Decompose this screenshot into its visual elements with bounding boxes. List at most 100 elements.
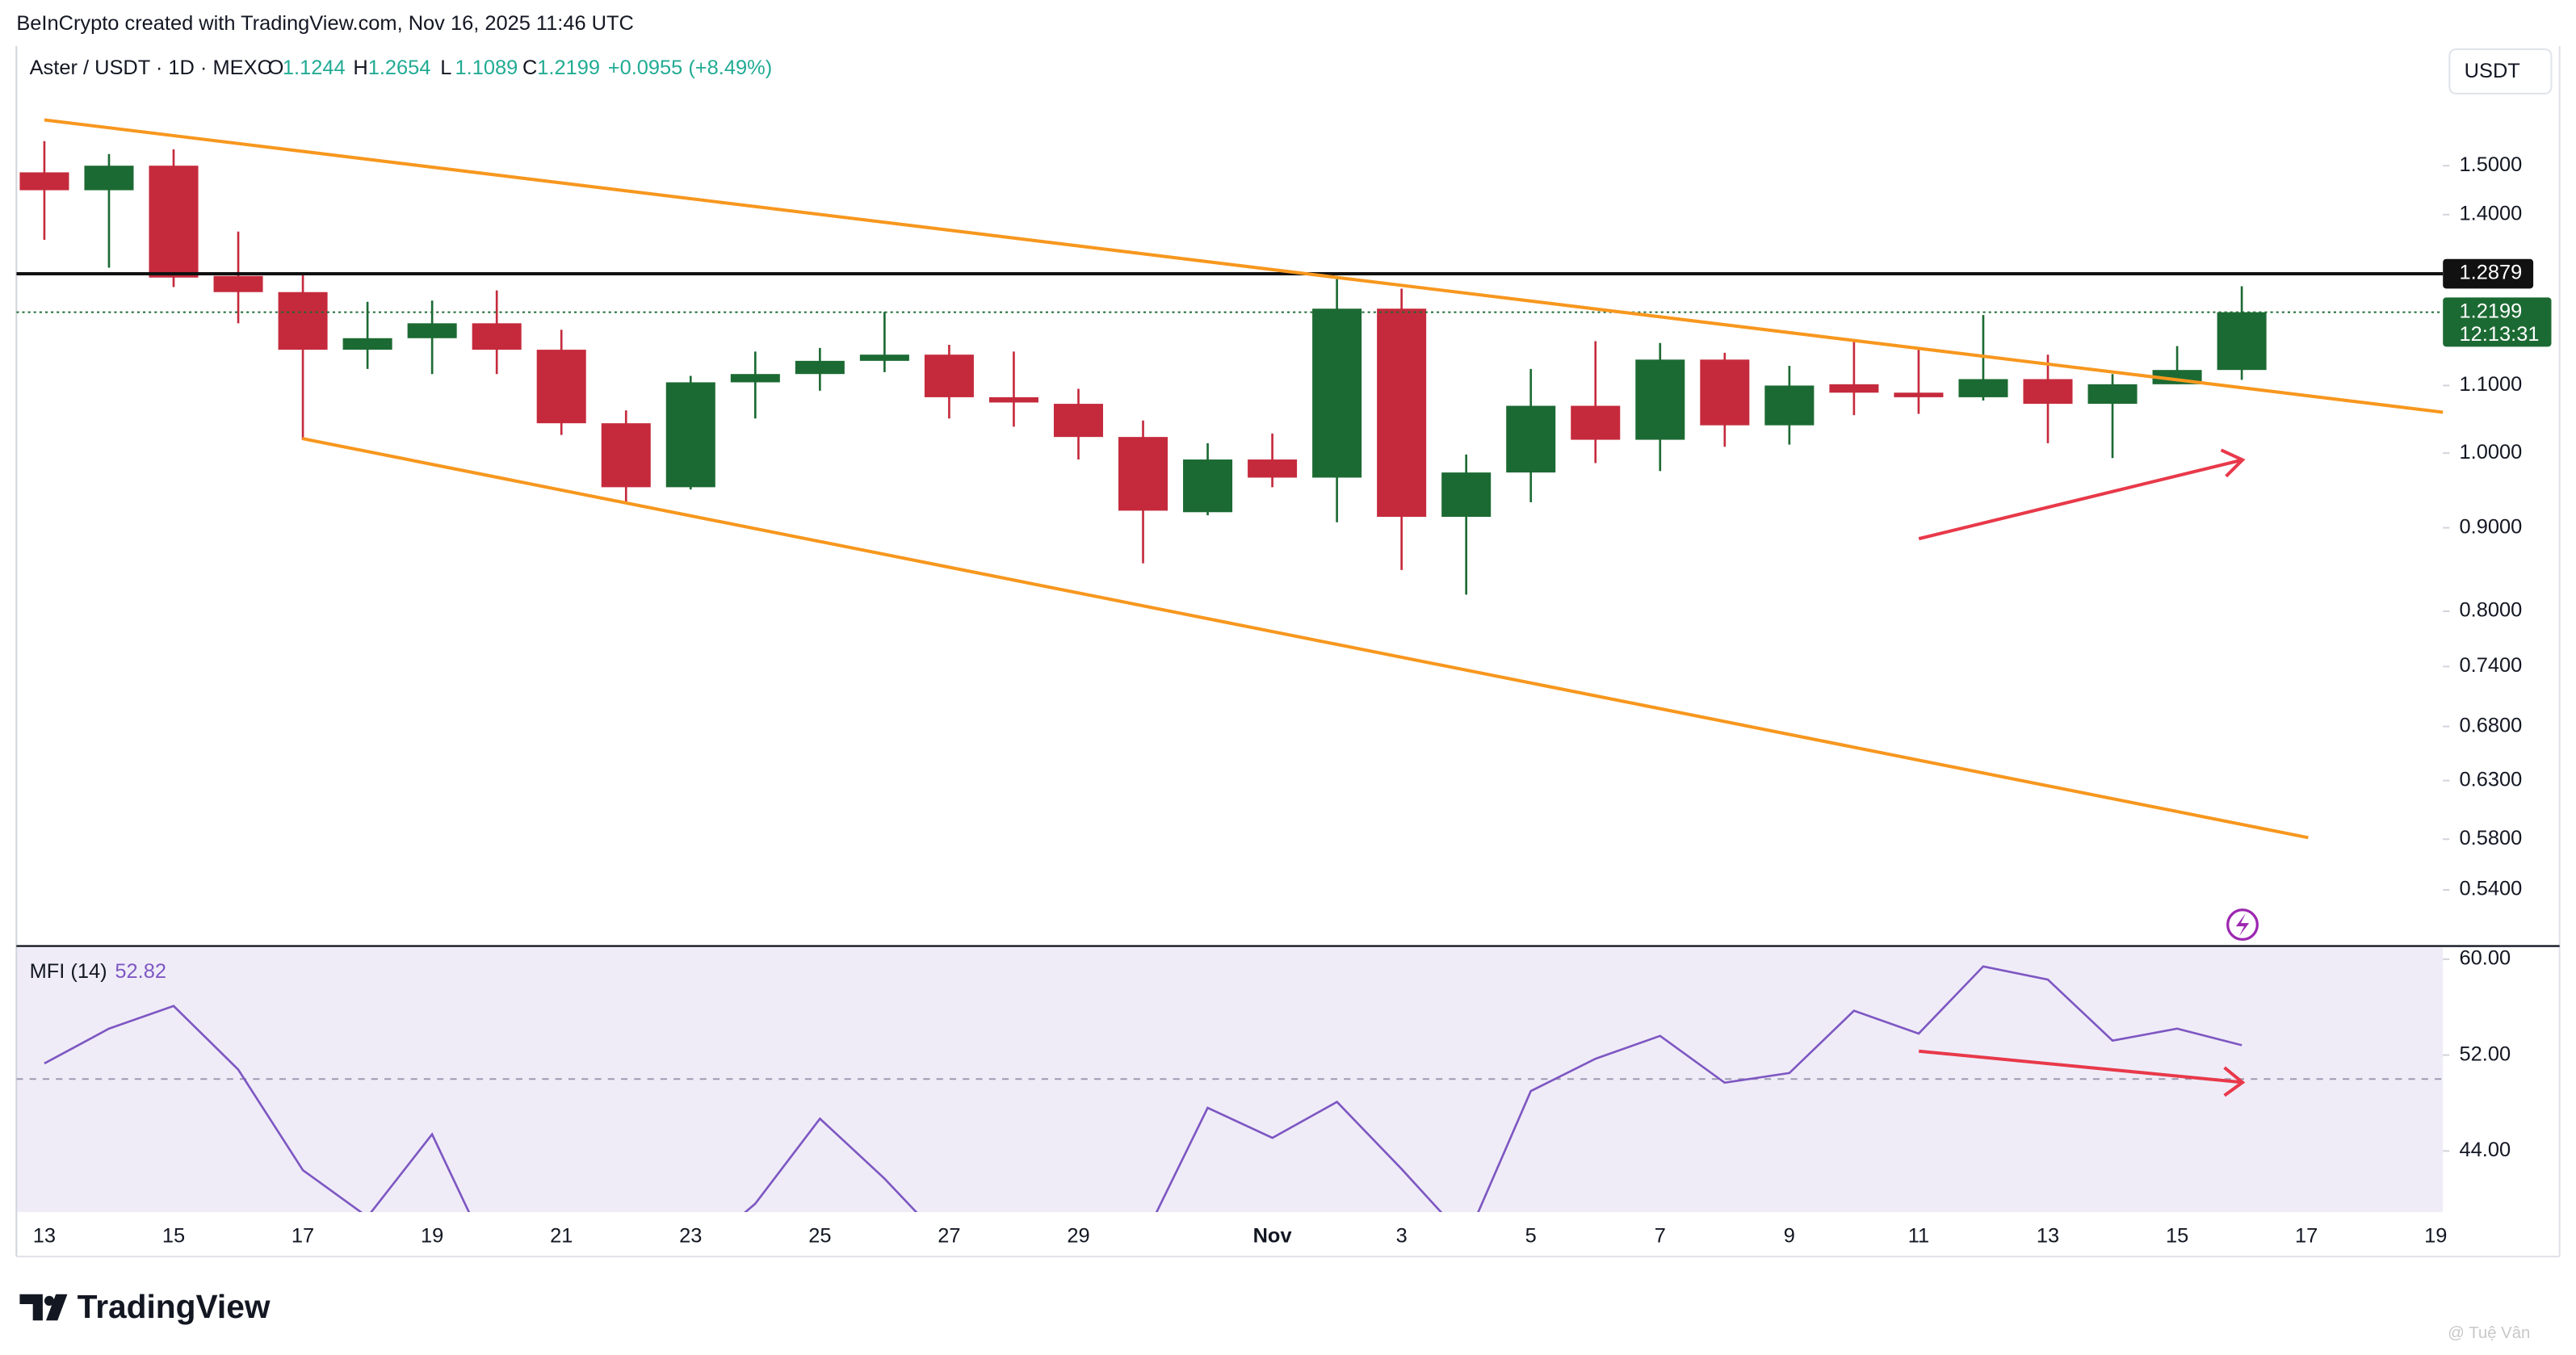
candle-body (988, 396, 1038, 403)
candle-body (1635, 359, 1685, 440)
trendline (44, 118, 2444, 414)
watermark: @ Tuệ Vân (2448, 1324, 2530, 1342)
candle-body (1441, 472, 1491, 518)
x-tick-label: 5 (1525, 1224, 1537, 1247)
y-tick-label: 0.7400 (2460, 654, 2523, 677)
candle-body (407, 323, 457, 338)
candle-body (924, 354, 974, 397)
candle-body (84, 166, 134, 191)
candle-body (1312, 308, 1362, 478)
candle-body (1764, 385, 1815, 426)
candle-body (472, 323, 522, 350)
price-pane (16, 141, 2444, 595)
brand: TradingView (78, 1288, 271, 1325)
mfi-plot (16, 965, 2444, 1213)
candle-body (1700, 359, 1750, 426)
candle-body (536, 350, 586, 424)
ohlc-letter: C (522, 57, 537, 79)
ohlc-value: 1.2654 (368, 57, 431, 79)
candle-body (278, 292, 328, 350)
x-tick-label: 3 (1396, 1224, 1408, 1247)
candle-body (1506, 405, 1556, 473)
x-tick-label: 19 (2424, 1224, 2447, 1247)
y-tick-label: 1.5000 (2460, 153, 2523, 176)
candle-body (149, 166, 199, 278)
candle-body (1829, 384, 1879, 393)
y-tick-label: 0.9000 (2460, 515, 2523, 538)
arrow (1918, 448, 2246, 541)
candle-body (795, 360, 845, 375)
mfi-pane (16, 947, 2444, 1213)
candle-body (1118, 437, 1168, 511)
x-tick-label: 29 (1067, 1224, 1089, 1247)
x-tick-label: 23 (679, 1224, 702, 1247)
indicator-value: 52.82 (115, 960, 166, 983)
x-tick-label: 27 (938, 1224, 960, 1247)
candle-body (730, 374, 780, 383)
price-label-box (2443, 297, 2552, 347)
ohlc-value: 1.1244 (283, 57, 346, 79)
candle-body (19, 172, 69, 191)
ohlc-letter: O (268, 57, 284, 79)
x-tick-label: Nov (1253, 1224, 1293, 1247)
alert-icon-bolt (2235, 912, 2250, 937)
currency-button[interactable] (2448, 48, 2553, 94)
candle-body (1894, 392, 1944, 397)
indicator-title: MFI (14) (30, 960, 107, 983)
change: +0.0955 (+8.49%) (608, 57, 772, 79)
overlay: 13 15 17 19 21 23 25 27 29 Nov 3 5 7 9 11 13 15 17 19 1.500… (33, 153, 2552, 1247)
mfi-line (44, 965, 2242, 1213)
candle-body (1571, 405, 1621, 440)
price-label: 1.2199 (2460, 300, 2523, 322)
brand-logo (19, 1294, 68, 1321)
countdown: 12:13:31 (2460, 323, 2540, 346)
brand-logo (44, 1295, 55, 1306)
x-tick-label: 17 (2295, 1224, 2318, 1247)
candle-body (859, 354, 909, 361)
ohlc-value: 1.2199 (537, 57, 600, 79)
y-tick-label: 0.6300 (2460, 768, 2523, 791)
x-tick-label: 25 (808, 1224, 831, 1247)
candle-body (1377, 308, 1427, 518)
candle-body (213, 275, 263, 292)
x-tick-label: 13 (33, 1224, 56, 1247)
candle-body (1248, 459, 1298, 478)
candle-body (2217, 312, 2267, 371)
y-tick-label: 0.5800 (2460, 827, 2523, 849)
x-tick-label: 7 (1655, 1224, 1666, 1247)
y-tick-label: 1.0000 (2460, 441, 2523, 464)
y-tick-label: 44.00 (2460, 1139, 2511, 1161)
candle-body (1958, 379, 2008, 397)
candle-body (2087, 384, 2138, 405)
x-tick-label: 21 (550, 1224, 573, 1247)
x-tick-label: 17 (292, 1224, 314, 1247)
price-label-box (2443, 258, 2534, 289)
ohlc-letter: H (353, 57, 367, 79)
candle-body (2023, 379, 2073, 405)
candle-body (342, 338, 392, 350)
candle-body (665, 382, 715, 488)
y-tick-label: 0.6800 (2460, 714, 2523, 736)
arrow (1919, 1049, 2246, 1097)
y-tick-label: 0.8000 (2460, 599, 2523, 622)
candle-body (601, 423, 651, 488)
x-tick-label: 15 (162, 1224, 185, 1247)
ohlc-letter: L (440, 57, 451, 79)
x-tick-label: 19 (421, 1224, 443, 1247)
x-tick-label: 9 (1784, 1224, 1795, 1247)
y-tick-label: 1.1000 (2460, 373, 2523, 396)
price-label: 1.2879 (2460, 262, 2523, 284)
x-tick-label: 11 (1908, 1224, 1929, 1247)
symbol: Aster / USDT · 1D · MEXC (30, 57, 272, 79)
y-tick-label: 1.4000 (2460, 202, 2523, 224)
credit: BeInCrypto created with TradingView.com,… (16, 12, 634, 35)
y-tick-label: 60.00 (2460, 947, 2511, 970)
candle-body (1053, 404, 1104, 438)
x-tick-label: 15 (2166, 1224, 2188, 1247)
trendline (301, 437, 2309, 840)
y-tick-label: 52.00 (2460, 1042, 2511, 1065)
currency: USDT (2465, 60, 2520, 82)
ohlc-value: 1.1089 (455, 57, 518, 79)
x-tick-label: 13 (2037, 1224, 2059, 1247)
